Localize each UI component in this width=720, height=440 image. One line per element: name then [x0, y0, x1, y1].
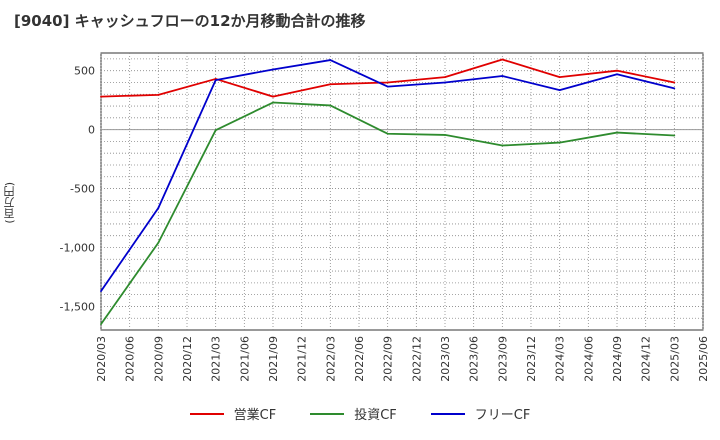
x-tick-label: 2025/06 — [697, 336, 710, 382]
series-point-2 — [329, 59, 332, 61]
series-point-2 — [616, 73, 618, 76]
legend-item-investing-cf: 投資CF — [310, 404, 397, 423]
x-tick-label: 2024/06 — [582, 336, 595, 382]
legend-label-free-cf: フリーCF — [474, 408, 531, 423]
y-tick-label: -1,000 — [60, 241, 95, 254]
series-point-0 — [558, 76, 561, 79]
x-tick-label: 2020/09 — [152, 336, 165, 382]
series-point-2 — [214, 79, 217, 82]
x-tick-label: 2023/03 — [439, 336, 452, 382]
legend-label-operating-cf: 営業CF — [233, 408, 277, 423]
legend-item-operating-cf: 営業CF — [189, 404, 277, 423]
series-point-0 — [386, 81, 389, 84]
x-tick-label: 2021/06 — [238, 336, 251, 382]
series-point-0 — [616, 69, 618, 72]
series-point-2 — [673, 87, 676, 90]
x-tick-label: 2024/09 — [611, 336, 624, 382]
y-tick-label: 500 — [74, 65, 95, 78]
y-tick-label: -1,500 — [60, 300, 95, 313]
x-tick-label: 2022/06 — [353, 336, 366, 382]
series-point-2 — [386, 85, 389, 88]
series-point-2 — [272, 68, 274, 71]
x-tick-label: 2020/12 — [181, 336, 194, 382]
series-point-0 — [100, 95, 102, 98]
series-point-1 — [386, 132, 389, 135]
series-point-2 — [100, 290, 102, 293]
x-tick-label: 2023/09 — [496, 336, 509, 382]
series-point-1 — [214, 129, 217, 132]
legend: 営業CF 投資CF フリーCF — [0, 404, 720, 423]
y-tick-label: -500 — [70, 183, 95, 196]
series-point-0 — [329, 83, 332, 86]
series-point-1 — [501, 144, 504, 147]
series-point-0 — [673, 81, 676, 84]
x-tick-label: 2021/12 — [296, 336, 309, 382]
y-tick-label: 0 — [88, 124, 95, 137]
series-point-1 — [673, 134, 676, 137]
x-tick-label: 2020/03 — [95, 336, 108, 382]
x-tick-label: 2024/12 — [640, 336, 653, 382]
x-tick-label: 2020/06 — [124, 336, 137, 382]
series-point-2 — [558, 89, 561, 92]
series-point-0 — [157, 93, 160, 96]
legend-swatch-free-cf — [430, 412, 465, 415]
x-tick-label: 2022/09 — [382, 336, 395, 382]
x-tick-label: 2021/09 — [267, 336, 280, 382]
legend-swatch-operating-cf — [189, 412, 224, 415]
legend-label-investing-cf: 投資CF — [354, 408, 397, 423]
series-point-2 — [444, 81, 446, 84]
x-tick-label: 2022/03 — [324, 336, 337, 382]
chart-title: [9040] キャッシュフローの12か月移動合計の推移 — [14, 12, 366, 30]
legend-swatch-investing-cf — [310, 412, 345, 415]
series-point-1 — [157, 241, 160, 244]
series-point-0 — [272, 95, 274, 98]
x-tick-label: 2024/03 — [554, 336, 567, 382]
series-point-1 — [272, 101, 274, 104]
series-point-1 — [444, 134, 446, 136]
x-tick-label: 2025/03 — [668, 336, 681, 382]
series-point-1 — [616, 131, 618, 134]
series-point-1 — [329, 104, 332, 107]
series-point-1 — [100, 323, 102, 326]
series-point-0 — [444, 76, 446, 79]
series-point-0 — [501, 58, 504, 61]
x-tick-label: 2021/03 — [210, 336, 223, 382]
series-point-2 — [157, 207, 160, 209]
x-tick-label: 2022/12 — [410, 336, 423, 382]
series-point-1 — [558, 141, 561, 144]
series-point-2 — [501, 75, 504, 77]
x-tick-label: 2023/06 — [468, 336, 481, 382]
legend-item-free-cf: フリーCF — [430, 404, 531, 423]
x-tick-label: 2023/12 — [525, 336, 538, 382]
